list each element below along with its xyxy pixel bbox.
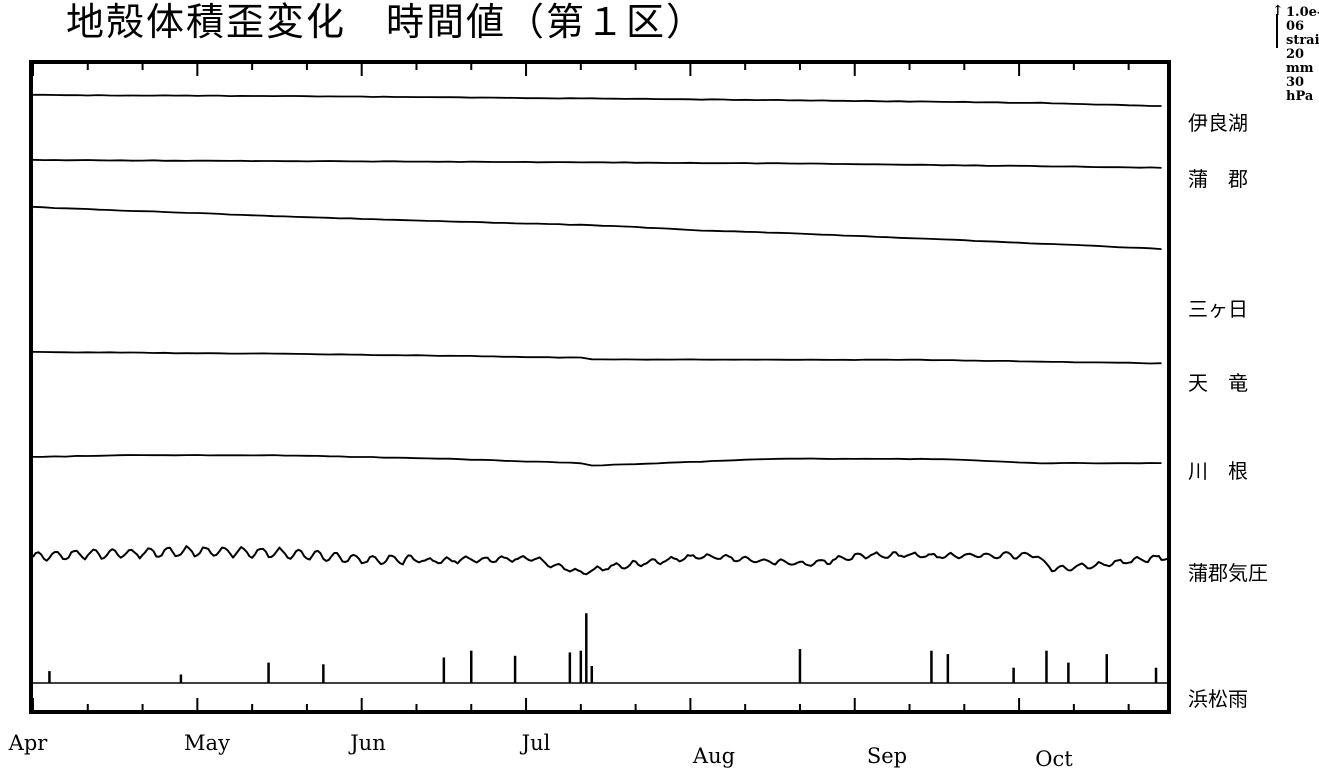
series-lines: [32, 93, 1168, 683]
month-label-may: May: [184, 731, 230, 755]
series-蒲郡: [32, 158, 1162, 169]
label-天竜: 天 竜: [1188, 371, 1248, 395]
month-label-sep: Sep: [867, 744, 907, 768]
month-label-jul: Jul: [520, 731, 551, 755]
series-天竜: [32, 351, 1162, 365]
month-label-jun: Jun: [348, 731, 385, 755]
series-伊良湖: [33, 93, 1162, 107]
label-蒲郡: 蒲 郡: [1188, 167, 1248, 191]
series-蒲郡気圧: [32, 545, 1168, 576]
month-label-apr: Apr: [8, 731, 49, 755]
scale-pressure: 30 hPa: [1286, 75, 1314, 104]
label-川根: 川 根: [1188, 459, 1248, 483]
month-labels: Apr May Jun Jul Aug Sep Oct: [8, 731, 1074, 771]
scale-arrow-icon: ↑: [1272, 3, 1284, 19]
month-label-aug: Aug: [692, 744, 735, 768]
label-蒲郡気圧: 蒲郡気圧: [1188, 561, 1268, 585]
scale-rain: 20 mm: [1286, 47, 1314, 76]
series-三ヶ日: [32, 205, 1162, 250]
chart-title: 地殻体積歪変化 時間値（第１区）: [66, 0, 707, 44]
scale-bar: [1276, 14, 1278, 48]
month-label-oct: Oct: [1035, 747, 1073, 771]
plot-frame: [29, 60, 1171, 714]
label-三ヶ日: 三ヶ日: [1188, 297, 1248, 321]
tick-marks: [32, 64, 1130, 710]
label-伊良湖: 伊良湖: [1188, 111, 1248, 135]
scale-strain: 1.0e-06 strain: [1286, 5, 1319, 48]
series-浜松雨: [48, 613, 1158, 683]
series-川根: [32, 454, 1162, 467]
scale-legend: ↑ 1.0e-06 strain 20 mm 30 hPa: [1272, 4, 1319, 104]
label-浜松雨: 浜松雨: [1188, 687, 1248, 711]
